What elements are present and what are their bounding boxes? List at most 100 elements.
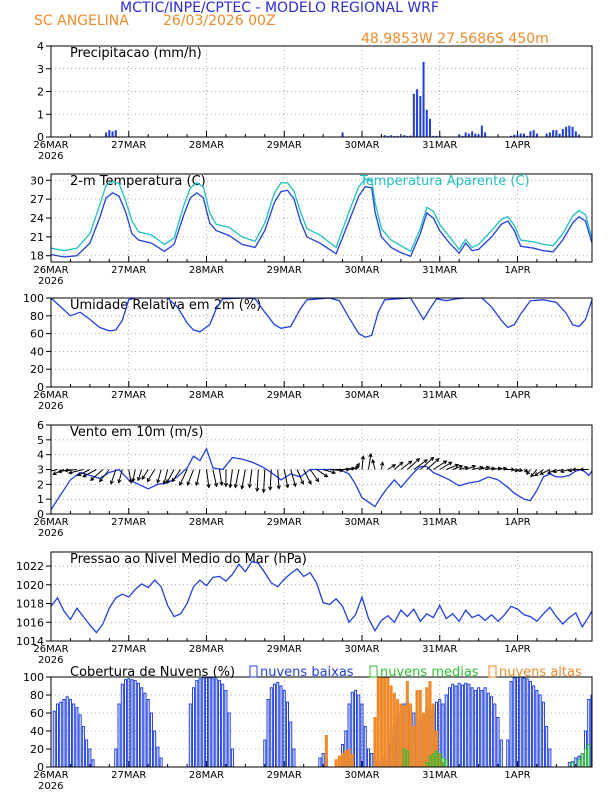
bar [276, 681, 280, 767]
wind-arrow-head [429, 456, 435, 461]
wind-arrow [432, 460, 448, 470]
panel-title: Pressao ao Nivel Medio do Mar (hPa) [70, 552, 307, 567]
bar [344, 730, 348, 767]
bar [389, 685, 393, 767]
wind-arrow-shaft [132, 469, 136, 482]
wind-arrow-head [171, 477, 176, 483]
wind-arrow [63, 468, 77, 473]
bar [499, 739, 503, 767]
wind-arrow-head [454, 463, 460, 468]
bar [143, 692, 147, 767]
wind-arrow-head [82, 473, 87, 478]
wind-arrow-shaft [355, 463, 360, 470]
bar [68, 699, 72, 767]
xtick-label: 1APR [504, 644, 530, 655]
wind-arrow-head [162, 480, 167, 485]
wind-arrow-shaft [141, 469, 149, 480]
bar [156, 746, 160, 767]
wind-arrow [465, 464, 477, 470]
wind-arrow-head [131, 478, 136, 483]
series-line-temperatura-aparente [51, 178, 592, 253]
bar [146, 699, 150, 767]
bar [432, 135, 435, 137]
bar [451, 683, 455, 767]
bar [337, 755, 341, 767]
bar [221, 683, 225, 767]
bar [538, 694, 542, 767]
bar [444, 694, 448, 767]
ytick-label: 80 [30, 310, 44, 323]
wind-arrow [510, 468, 520, 473]
wind-arrow [276, 469, 281, 490]
bar [434, 730, 439, 767]
wind-arrow-shaft [229, 469, 233, 488]
bar [515, 677, 520, 767]
bar [535, 690, 539, 767]
bar [416, 89, 419, 137]
bar [484, 132, 487, 137]
wind-arrow-shaft [400, 460, 412, 470]
bar [195, 680, 199, 767]
bar [571, 762, 575, 767]
bar [114, 130, 117, 137]
bar [509, 681, 513, 767]
bar [522, 133, 525, 137]
bar [198, 678, 202, 767]
bar [111, 131, 114, 137]
wind-arrow [137, 469, 143, 482]
bar [471, 131, 474, 137]
wind-arrow-shaft [413, 459, 428, 470]
year-label: 2026 [38, 781, 63, 792]
ytick-label: 80 [30, 689, 44, 702]
legend-mid-clouds-swatch [369, 665, 378, 678]
series-group [51, 178, 592, 258]
wind-arrow-head [510, 467, 516, 472]
bar [72, 703, 76, 767]
wind-arrow-head [355, 465, 360, 470]
wind-arrow [240, 469, 246, 490]
bar [217, 680, 221, 767]
grid [51, 298, 592, 387]
wind-arrow [82, 469, 97, 478]
bar [441, 703, 445, 767]
wind-arrow-shaft [452, 465, 463, 470]
bar [535, 133, 538, 137]
xtick-label: 30MAR [344, 770, 379, 781]
wind-arrow-head [368, 452, 373, 458]
wind-arrow-head [247, 484, 252, 489]
ytick-label: 0 [37, 508, 44, 521]
bar [567, 762, 571, 767]
bar [52, 710, 56, 767]
bar [406, 135, 409, 137]
wind-arrow [394, 461, 404, 470]
wind-arrow-shaft [234, 469, 240, 488]
bar [435, 135, 438, 137]
xtick-label: 1APR [504, 390, 530, 401]
wind-arrow-head [391, 464, 396, 469]
ytick-label: 1022 [16, 560, 44, 573]
bar [85, 739, 89, 767]
bar [114, 748, 118, 767]
wind-arrow-head [415, 458, 421, 463]
xtick-label: 28MAR [189, 265, 224, 276]
bar [279, 685, 283, 767]
xtick-label: 26MAR [33, 140, 68, 151]
wind-arrow-head [399, 461, 404, 466]
ytick-label: 100 [23, 671, 44, 684]
wind-arrow-shaft [51, 469, 58, 472]
wind-arrow-shaft [459, 466, 468, 470]
series-nuvens-baixas [52, 677, 592, 767]
xtick-label: 26MAR [33, 265, 68, 276]
wind-arrow-shaft [118, 469, 123, 483]
wind-arrow [552, 469, 563, 474]
bar [574, 757, 578, 767]
bar [285, 701, 290, 767]
ytick-label: 4 [37, 40, 44, 53]
xtick-label: 26MAR [33, 644, 68, 655]
wind-arrow-head [518, 467, 524, 473]
bar [532, 130, 535, 137]
bar [480, 690, 484, 767]
bar [474, 133, 477, 137]
bar [493, 703, 497, 767]
bar [470, 687, 474, 767]
